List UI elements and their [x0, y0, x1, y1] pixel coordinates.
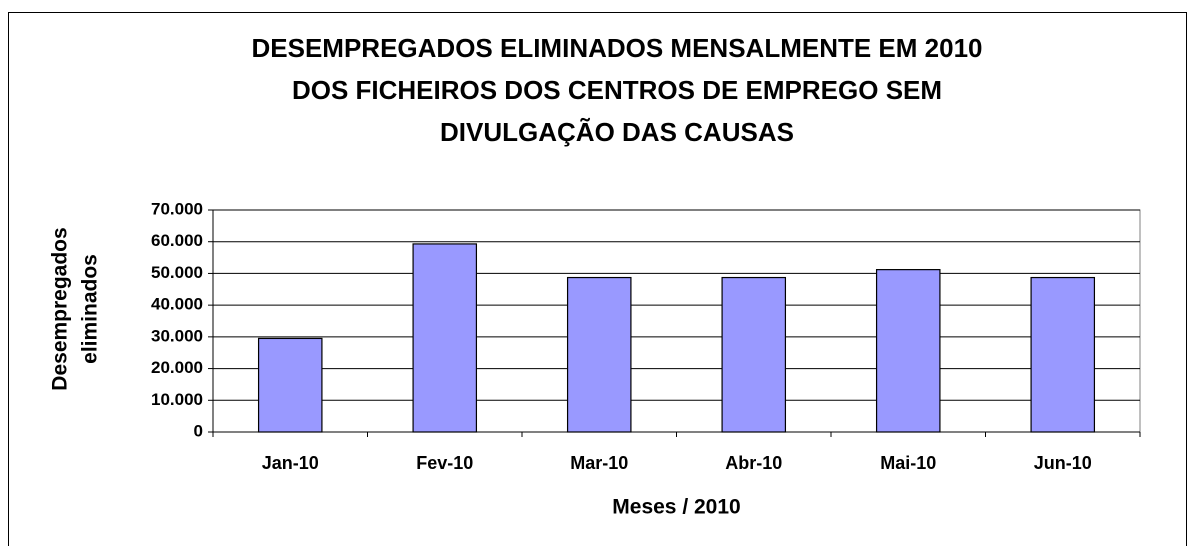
y-tick-label: 10.000: [151, 390, 203, 409]
x-tick-label: Jan-10: [262, 453, 319, 473]
bar: [875, 269, 941, 433]
y-tick-label: 20.000: [151, 358, 203, 377]
x-tick-label: Mai-10: [880, 453, 936, 473]
bar: [566, 276, 632, 433]
plot-area: [212, 209, 1141, 433]
bar: [721, 276, 787, 433]
y-tick-label: 60.000: [151, 231, 203, 250]
y-axis-label: eliminados: [79, 254, 102, 364]
x-tick-label: Fev-10: [416, 453, 473, 473]
bar: [1030, 276, 1096, 433]
x-axis-label: Meses / 2010: [612, 496, 740, 519]
chart-title: DIVULGAÇÃO DAS CAUSAS: [440, 117, 794, 147]
y-tick-label: 50.000: [151, 263, 203, 282]
chart-title: DOS FICHEIROS DOS CENTROS DE EMPREGO SEM: [292, 75, 942, 105]
x-tick-label: Mar-10: [570, 453, 628, 473]
bar: [412, 243, 478, 433]
y-tick-label: 30.000: [151, 326, 203, 345]
y-axis-label: Desempregados: [49, 227, 72, 390]
x-tick-label: Abr-10: [725, 453, 782, 473]
chart-title: DESEMPREGADOS ELIMINADOS MENSALMENTE EM …: [252, 33, 983, 63]
y-tick-label: 70.000: [151, 199, 203, 218]
y-tick-label: 40.000: [151, 295, 203, 314]
bar: [257, 337, 323, 433]
x-tick-label: Jun-10: [1034, 453, 1092, 473]
y-tick-label: 0: [194, 421, 203, 440]
